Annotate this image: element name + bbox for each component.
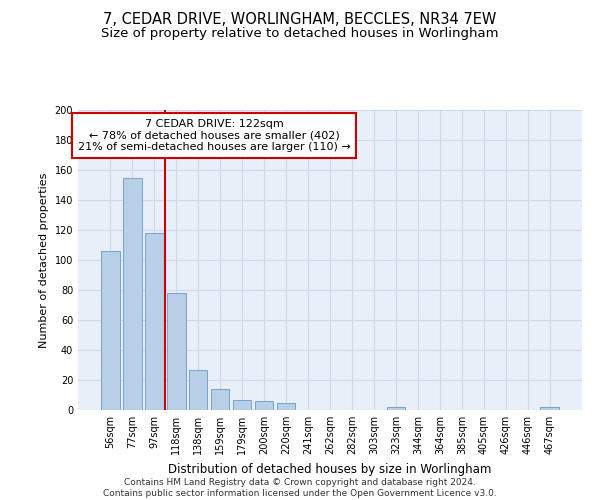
Text: Contains HM Land Registry data © Crown copyright and database right 2024.
Contai: Contains HM Land Registry data © Crown c… xyxy=(103,478,497,498)
Bar xyxy=(255,401,274,410)
Text: Size of property relative to detached houses in Worlingham: Size of property relative to detached ho… xyxy=(101,28,499,40)
Text: 7, CEDAR DRIVE, WORLINGHAM, BECCLES, NR34 7EW: 7, CEDAR DRIVE, WORLINGHAM, BECCLES, NR3… xyxy=(103,12,497,28)
Text: 7 CEDAR DRIVE: 122sqm
← 78% of detached houses are smaller (402)
21% of semi-det: 7 CEDAR DRIVE: 122sqm ← 78% of detached … xyxy=(78,119,350,152)
Y-axis label: Number of detached properties: Number of detached properties xyxy=(39,172,49,348)
X-axis label: Distribution of detached houses by size in Worlingham: Distribution of detached houses by size … xyxy=(169,462,491,475)
Bar xyxy=(145,233,164,410)
Bar xyxy=(386,407,405,410)
Bar xyxy=(277,402,295,410)
Bar xyxy=(167,293,185,410)
Bar xyxy=(101,251,119,410)
Bar xyxy=(211,389,229,410)
Bar xyxy=(123,178,142,410)
Bar xyxy=(233,400,251,410)
Bar xyxy=(189,370,208,410)
Bar xyxy=(541,407,559,410)
